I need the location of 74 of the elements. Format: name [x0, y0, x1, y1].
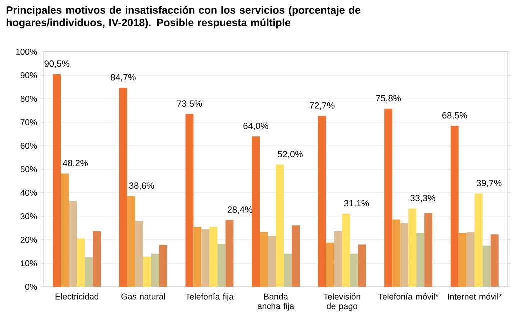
- bar: [400, 223, 409, 287]
- bar: [143, 256, 152, 287]
- data-label: 75,8%: [376, 95, 402, 103]
- bar: [69, 201, 78, 287]
- y-tick-label: 80%: [20, 96, 38, 102]
- bar: [424, 213, 433, 287]
- bar: [408, 208, 417, 287]
- bar: [466, 232, 475, 287]
- x-tick-label: Banda ancha fija: [258, 294, 294, 311]
- y-tick-label: 0%: [26, 284, 38, 290]
- bar: [326, 242, 334, 287]
- x-tick-label: Telefonía fija: [186, 294, 234, 302]
- bar: [119, 88, 128, 287]
- x-tick-label: Internet móvil*: [448, 294, 502, 300]
- bar: [450, 126, 459, 287]
- y-tick-label: 40%: [20, 190, 38, 196]
- data-label: 38,6%: [129, 182, 154, 190]
- bar: [318, 116, 326, 287]
- bar: [358, 244, 366, 287]
- y-tick-label: 70%: [20, 119, 38, 126]
- y-tick-label: 90%: [20, 72, 38, 78]
- bar: [61, 174, 70, 287]
- data-label: 48,2%: [63, 160, 88, 168]
- data-label: 64,0%: [244, 122, 268, 130]
- bar: [135, 221, 144, 287]
- bar: [218, 244, 226, 287]
- bar: [458, 233, 467, 287]
- bar: [416, 233, 425, 287]
- x-tick-label: Gas natural: [122, 294, 166, 300]
- bar: [252, 136, 260, 287]
- y-tick-label: 30%: [20, 213, 38, 220]
- bar: [159, 245, 168, 287]
- bar: [226, 220, 234, 287]
- data-label: 33,3%: [410, 195, 436, 203]
- bar: [334, 232, 342, 287]
- data-label: 84,7%: [111, 74, 136, 82]
- x-tick-label: Televisión de pago: [324, 294, 360, 312]
- y-tick-label: 100%: [16, 48, 38, 56]
- data-label: 52,0%: [278, 151, 303, 159]
- bar: [276, 164, 284, 287]
- y-tick-label: 20%: [20, 236, 38, 244]
- bar: [490, 234, 499, 287]
- bar: [260, 232, 268, 287]
- x-tick-label: Electricidad: [56, 294, 99, 300]
- bar: [202, 229, 210, 287]
- bar: [482, 246, 491, 287]
- bar: [284, 254, 292, 287]
- bar: [93, 232, 102, 287]
- y-tick-label: 50%: [20, 166, 38, 173]
- chart-title: Principales motivos de insatisfacción con los servicios (porcentaje de hogares/individuos, IV-2018). Posible respuesta múltiple: [6, 6, 361, 29]
- bar: [350, 254, 358, 287]
- bar: [210, 227, 218, 287]
- bar: [268, 236, 276, 287]
- bar: [384, 108, 393, 287]
- bar: [127, 196, 136, 287]
- bar: [77, 238, 86, 287]
- bar: [186, 114, 194, 287]
- bar: [85, 257, 94, 287]
- bar: [194, 227, 202, 287]
- y-tick-label: 60%: [20, 142, 38, 150]
- data-label: 39,7%: [476, 180, 502, 188]
- data-label: 31,1%: [344, 200, 370, 208]
- data-label: 72,7%: [310, 102, 335, 110]
- bar: [292, 226, 300, 287]
- data-label: 73,5%: [177, 100, 202, 108]
- x-tick-label: Telefonía móvil*: [378, 294, 439, 300]
- data-label: 90,5%: [44, 60, 70, 68]
- bar: [392, 220, 401, 287]
- y-tick-label: 10%: [21, 260, 38, 267]
- bar: [151, 254, 160, 287]
- data-label: 68,5%: [442, 112, 468, 120]
- bar: [474, 194, 483, 287]
- bar: [342, 214, 350, 287]
- bar: [53, 74, 62, 287]
